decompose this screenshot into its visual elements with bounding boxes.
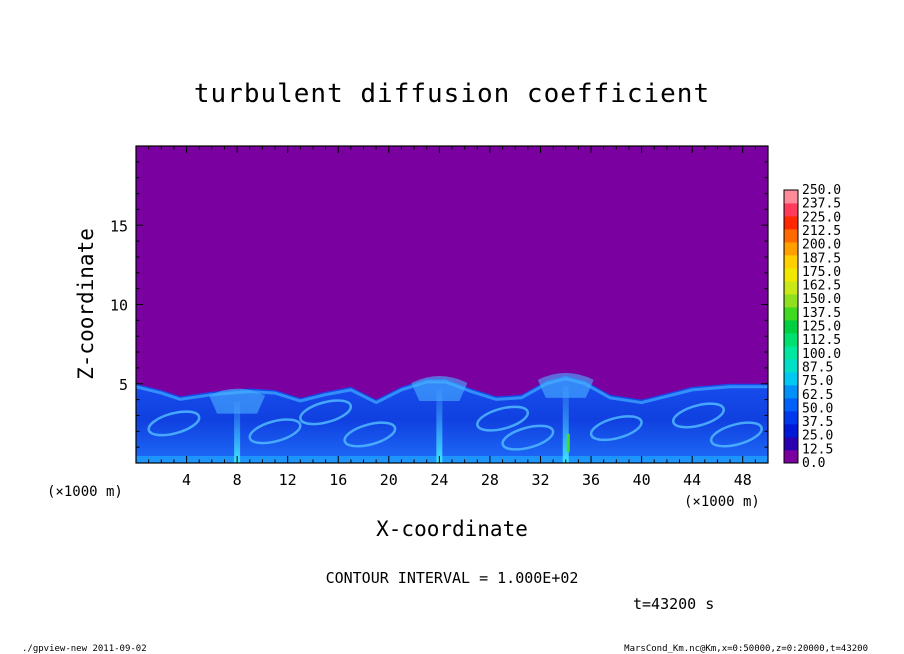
eddy xyxy=(709,421,763,448)
colorbar-swatch xyxy=(784,346,798,360)
x-tick-label: 24 xyxy=(430,471,448,489)
x-tick-label: 12 xyxy=(279,471,297,489)
contour-interval-label: CONTOUR INTERVAL = 1.000E+02 xyxy=(326,569,579,587)
colorbar-label: 200.0 xyxy=(802,238,841,253)
colorbar-swatch xyxy=(784,281,798,295)
colorbar-swatch xyxy=(784,242,798,256)
plume-cap xyxy=(411,375,468,401)
plume-column xyxy=(436,388,443,463)
eddy xyxy=(299,399,353,426)
colorbar-label: 187.5 xyxy=(802,251,841,266)
colorbar: 0.012.525.037.550.062.575.087.5100.0112.… xyxy=(783,183,841,471)
colorbar-label: 237.5 xyxy=(802,197,841,212)
colorbar-swatch xyxy=(784,216,798,230)
eddy xyxy=(589,415,643,442)
colorbar-label: 12.5 xyxy=(802,442,833,457)
colorbar-swatch xyxy=(784,372,798,386)
colorbar-label: 112.5 xyxy=(802,333,841,348)
turbulent-layer xyxy=(136,372,768,463)
peak-value-marker xyxy=(566,433,570,452)
colorbar-label: 62.5 xyxy=(802,388,833,403)
colorbar-swatch xyxy=(784,359,798,373)
colorbar-swatch xyxy=(784,268,798,282)
colorbar-swatch xyxy=(784,450,798,464)
colorbar-swatch xyxy=(784,424,798,438)
eddy xyxy=(248,418,302,445)
eddy xyxy=(671,402,725,429)
colorbar-label: 125.0 xyxy=(802,320,841,335)
x-axis-label: X-coordinate xyxy=(376,517,528,541)
colorbar-label: 100.0 xyxy=(802,347,841,362)
y-axis-label: Z-coordinate xyxy=(74,228,98,380)
colorbar-label: 87.5 xyxy=(802,360,833,375)
colorbar-swatch xyxy=(784,385,798,399)
y-axis: 5 10 15 xyxy=(110,161,768,448)
y-tick-label: 15 xyxy=(110,217,128,235)
colorbar-label: 50.0 xyxy=(802,401,833,416)
plume-column xyxy=(562,385,569,463)
colorbar-swatch xyxy=(784,437,798,451)
footer-right: MarsCond_Km.nc@Km,x=0:50000,z=0:20000,t=… xyxy=(624,644,868,654)
eddy xyxy=(147,410,201,437)
eddy xyxy=(501,424,555,451)
colorbar-swatch xyxy=(784,190,798,204)
colorbar-label: 212.5 xyxy=(802,224,841,239)
colorbar-label: 225.0 xyxy=(802,210,841,225)
colorbar-swatch xyxy=(784,255,798,269)
colorbar-swatch xyxy=(784,229,798,243)
colorbar-swatch xyxy=(784,411,798,425)
x-unit-label-left: (×1000 m) xyxy=(47,484,123,500)
time-label: t=43200 s xyxy=(633,595,714,613)
colorbar-label: 250.0 xyxy=(802,183,841,198)
x-tick-label: 36 xyxy=(582,471,600,489)
y-tick-label: 5 xyxy=(119,376,128,394)
colorbar-label: 175.0 xyxy=(802,265,841,280)
x-tick-label: 4 xyxy=(182,471,191,489)
colorbar-label: 137.5 xyxy=(802,306,841,321)
x-unit-label-right: (×1000 m) xyxy=(684,494,760,510)
x-tick-label: 40 xyxy=(633,471,651,489)
x-tick-label: 20 xyxy=(380,471,398,489)
colorbar-label: 0.0 xyxy=(802,456,825,471)
x-tick-label: 44 xyxy=(683,471,701,489)
plot-area xyxy=(135,145,769,464)
x-tick-label: 28 xyxy=(481,471,499,489)
x-tick-label: 8 xyxy=(233,471,242,489)
footer-left: ./gpview-new 2011-09-02 xyxy=(22,644,147,654)
chart-title: turbulent diffusion coefficient xyxy=(194,79,710,109)
y-tick-label: 10 xyxy=(110,297,128,315)
eddy xyxy=(476,405,530,432)
colorbar-label: 75.0 xyxy=(802,374,833,389)
colorbar-swatch xyxy=(784,333,798,347)
colorbar-swatch xyxy=(784,307,798,321)
colorbar-swatch xyxy=(784,294,798,308)
plume-column xyxy=(234,401,241,463)
x-tick-label: 48 xyxy=(734,471,752,489)
colorbar-swatch xyxy=(784,398,798,412)
colorbar-frame xyxy=(783,189,799,464)
x-axis: 4 8 12 16 20 24 28 32 36 40 44 48 xyxy=(148,146,756,489)
colorbar-label: 25.0 xyxy=(802,429,833,444)
eddy xyxy=(343,421,397,448)
x-tick-label: 32 xyxy=(531,471,549,489)
plume-cap xyxy=(209,388,266,414)
colorbar-swatch xyxy=(784,320,798,334)
colorbar-swatch xyxy=(784,203,798,217)
x-tick-label: 16 xyxy=(329,471,347,489)
colorbar-label: 37.5 xyxy=(802,415,833,430)
plume-cap xyxy=(537,372,594,398)
colorbar-label: 150.0 xyxy=(802,292,841,307)
colorbar-label: 162.5 xyxy=(802,279,841,294)
